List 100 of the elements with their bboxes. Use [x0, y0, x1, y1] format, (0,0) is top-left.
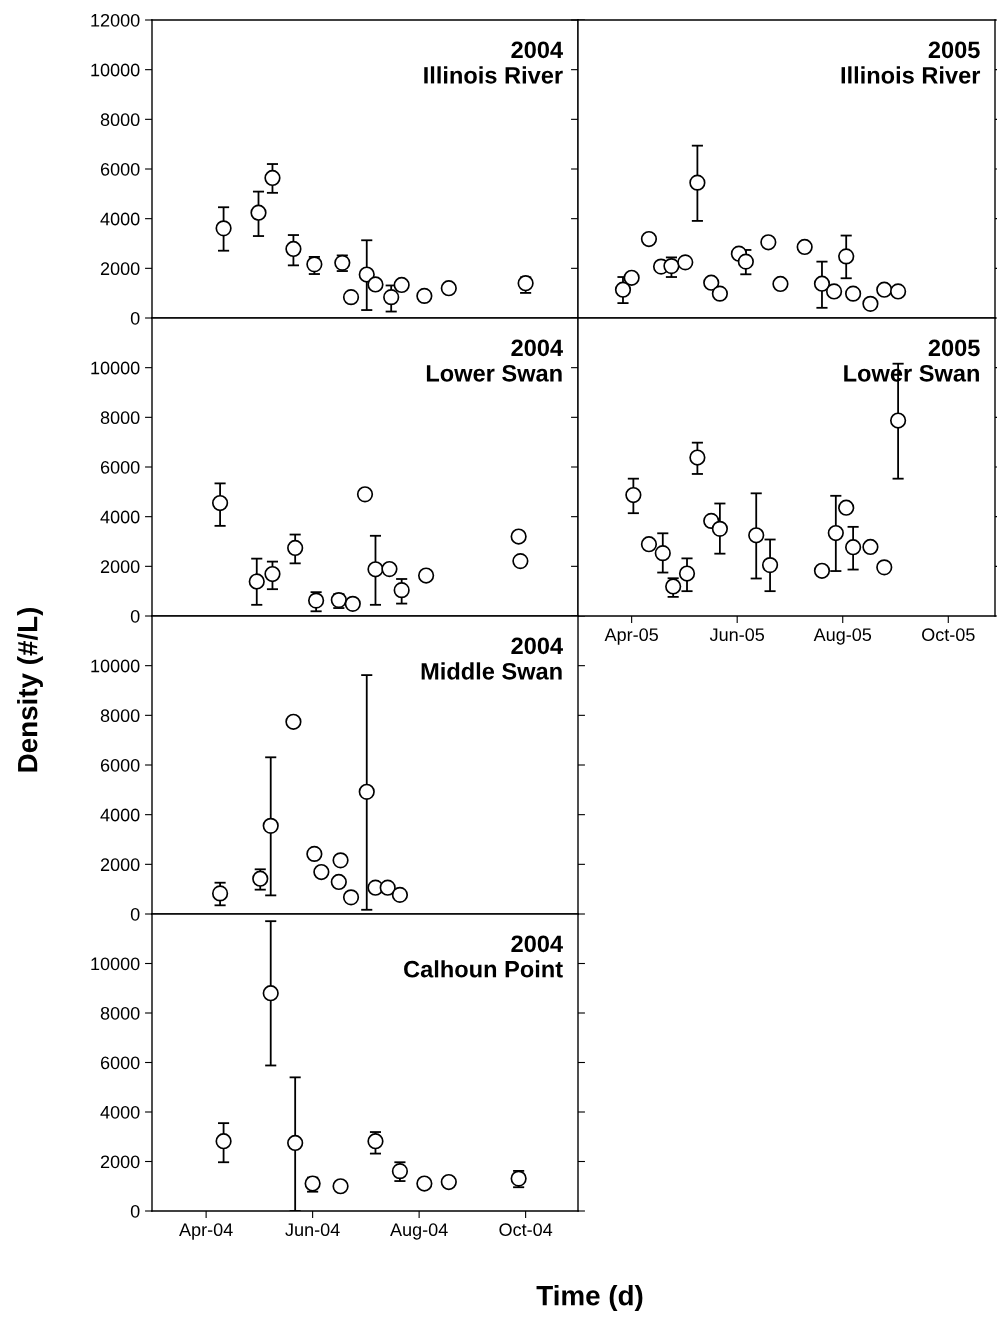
- y-tick-label: 6000: [100, 460, 140, 474]
- point: [287, 1134, 304, 1152]
- point: [367, 1133, 384, 1150]
- text: 2004: [511, 637, 563, 655]
- point: [862, 295, 879, 312]
- point: [358, 266, 375, 283]
- y-tick-label: 10000: [91, 63, 140, 77]
- text: Calhoun Point: [404, 960, 563, 978]
- x-tick-label: Jun-05: [709, 628, 765, 642]
- text: Illinois River: [424, 66, 563, 84]
- point: [313, 863, 330, 881]
- y-tick-label: 6000: [100, 758, 140, 772]
- y-axis-title: Density (#/L): [17, 608, 43, 772]
- point: [381, 560, 398, 578]
- point: [711, 520, 729, 537]
- y-tick-label: 8000: [100, 1006, 140, 1020]
- point: [813, 562, 831, 579]
- point: [417, 567, 435, 584]
- point: [876, 281, 893, 298]
- x-axis-title: Time (d): [536, 1285, 643, 1311]
- text: 2004: [511, 935, 563, 953]
- y-tick-label: 2000: [100, 262, 140, 276]
- point: [640, 536, 658, 553]
- point: [844, 285, 862, 302]
- y-tick-label: 8000: [100, 113, 140, 127]
- point: [358, 783, 375, 800]
- y-tick-label: 2000: [100, 1155, 140, 1169]
- text: 2005: [928, 41, 980, 59]
- point: [262, 985, 279, 1002]
- point: [330, 873, 347, 891]
- point: [838, 499, 855, 516]
- point: [215, 220, 232, 237]
- point: [761, 556, 779, 574]
- point: [393, 582, 410, 599]
- y-tick-label: 2000: [100, 858, 140, 872]
- point: [215, 1133, 232, 1150]
- point: [772, 275, 789, 293]
- y-tick-label: 4000: [100, 1105, 140, 1119]
- point: [510, 528, 527, 545]
- point: [825, 283, 843, 300]
- y-tick-label: 4000: [100, 510, 140, 524]
- point: [748, 527, 765, 544]
- point: [342, 289, 360, 306]
- point: [737, 253, 754, 270]
- point: [356, 486, 374, 503]
- y-tick-label: 4000: [100, 808, 140, 822]
- point: [889, 283, 907, 300]
- point: [393, 276, 410, 294]
- point: [379, 879, 396, 896]
- text: Lower Swan: [426, 364, 562, 382]
- y-tick-label: 2000: [100, 560, 140, 574]
- point: [285, 240, 302, 258]
- point: [889, 412, 907, 429]
- point: [862, 538, 879, 556]
- point: [711, 285, 729, 302]
- point: [367, 276, 384, 293]
- point: [625, 486, 642, 504]
- y-tick-label: 6000: [100, 1056, 140, 1070]
- x-tick-label: Aug-04: [390, 1223, 448, 1240]
- point: [760, 234, 777, 251]
- y-tick-label: 10000: [91, 659, 140, 673]
- x-tick-label: Jun-04: [285, 1223, 340, 1237]
- point: [342, 889, 360, 906]
- point: [640, 230, 658, 248]
- point: [703, 274, 720, 291]
- y-tick-label: 0: [130, 311, 140, 325]
- point: [307, 592, 325, 609]
- point: [677, 254, 694, 271]
- text: 2004: [511, 339, 563, 357]
- y-tick-label: 12000: [91, 13, 140, 27]
- point: [332, 852, 349, 869]
- x-tick-label: Apr-05: [604, 628, 658, 645]
- y-tick-label: 4000: [100, 212, 140, 226]
- text: 2005: [928, 339, 980, 357]
- x-tick-label: Oct-05: [922, 628, 975, 642]
- point: [844, 539, 862, 556]
- point: [416, 1175, 433, 1192]
- y-tick-label: 6000: [100, 162, 140, 176]
- point: [796, 238, 813, 256]
- point: [512, 552, 529, 570]
- point: [211, 885, 229, 902]
- point: [262, 817, 279, 834]
- point: [248, 573, 265, 590]
- text: 2004: [511, 41, 563, 59]
- text: Middle Swan: [421, 662, 562, 680]
- point: [250, 204, 267, 221]
- x-tick-label: Apr-04: [179, 1223, 233, 1240]
- y-tick-label: 0: [130, 1204, 140, 1218]
- y-tick-label: 8000: [100, 709, 140, 723]
- point: [332, 1178, 349, 1195]
- y-tick-label: 10000: [91, 361, 140, 375]
- point: [306, 845, 323, 863]
- point: [876, 559, 893, 576]
- y-tick-label: 8000: [100, 411, 140, 425]
- point: [827, 524, 844, 542]
- point: [391, 886, 409, 903]
- x-tick-label: Oct-04: [499, 1223, 553, 1237]
- point: [689, 174, 706, 191]
- point: [440, 1173, 457, 1191]
- point: [367, 561, 384, 578]
